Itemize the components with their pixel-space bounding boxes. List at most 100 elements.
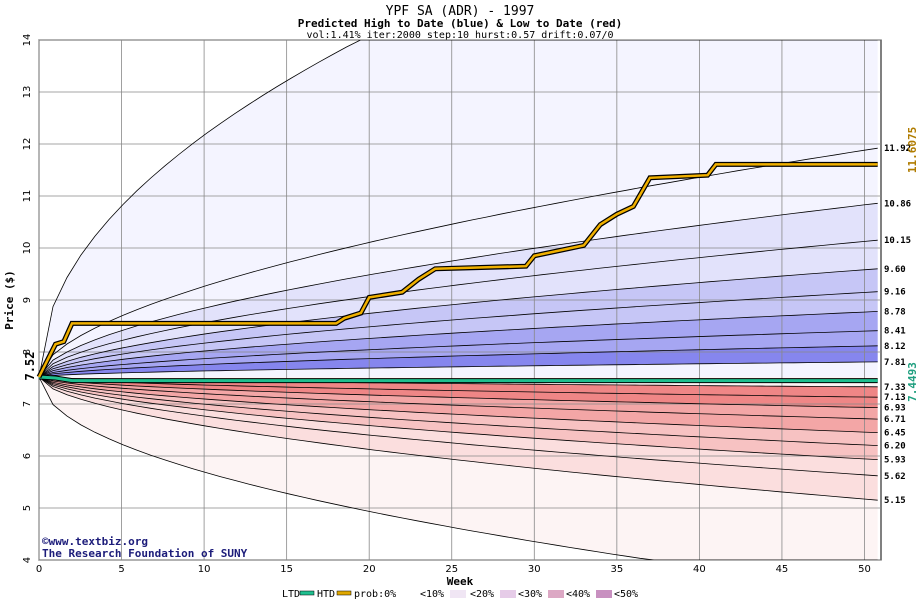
- high-band-2: [39, 240, 878, 377]
- x-tick-30: 30: [528, 564, 541, 575]
- htd-end-value: 11.6075: [906, 127, 919, 173]
- quantile-line-low-5.62: [39, 376, 878, 477]
- legend-swatch-40: [596, 590, 612, 598]
- quantile-line-low-6.45: [39, 376, 878, 433]
- chart-params: vol:1.41% iter:2000 step:10 hurst:0.57 d…: [306, 30, 613, 41]
- legend-prob-label: prob:0%: [354, 589, 396, 600]
- low-band-outer: [39, 377, 878, 560]
- y-axis-ticks: 4 5 6 7 8 9 10 11 12 13 14: [22, 34, 33, 564]
- x-tick-0: 0: [36, 564, 42, 575]
- x-tick-15: 15: [280, 564, 293, 575]
- y-tick-10: 10: [22, 242, 33, 255]
- legend-band-30: <30%: [518, 589, 542, 600]
- y-tick-4: 4: [22, 557, 33, 563]
- high-band-0: [39, 148, 878, 377]
- legend: LTD HTD prob:0% <10% <20% <30% <40% <50%: [282, 589, 638, 600]
- quantile-line-high-9.6: [39, 268, 878, 378]
- credit-website: ©www.textbiz.org: [42, 535, 148, 548]
- legend-band-20: <20%: [470, 589, 494, 600]
- low-band-8: [39, 377, 878, 501]
- quantile-line-high-8.78: [39, 311, 878, 378]
- end-label-high-10.15: 10.15: [884, 236, 911, 246]
- quantile-line-high-11.92: [39, 147, 878, 378]
- x-tick-20: 20: [363, 564, 376, 575]
- high-band-1: [39, 203, 878, 377]
- y-tick-14: 14: [22, 34, 33, 47]
- quantile-line-high-7.81: [39, 361, 878, 378]
- end-label-high-8.41: 8.41: [884, 327, 906, 337]
- x-tick-10: 10: [198, 564, 211, 575]
- high-band-inner: [39, 361, 878, 377]
- legend-htd-swatch: [336, 590, 352, 596]
- high-band-4: [39, 291, 878, 377]
- end-label-low-7.33: 7.33: [884, 383, 906, 393]
- x-tick-35: 35: [610, 564, 623, 575]
- legend-band-40: <40%: [566, 589, 590, 600]
- y-tick-5: 5: [22, 505, 33, 511]
- end-label-low-5.15: 5.15: [884, 496, 906, 506]
- end-label-high-8.12: 8.12: [884, 342, 906, 352]
- end-label-low-5.93: 5.93: [884, 456, 906, 466]
- legend-swatch-0: [398, 590, 414, 598]
- x-axis-label: Week: [447, 575, 474, 588]
- ltd-end-value: 7.4493: [906, 362, 919, 402]
- low-band-2: [39, 377, 878, 408]
- quantile-line-high-8.12: [39, 345, 878, 378]
- low-band-7: [39, 377, 878, 476]
- end-label-high-10.86: 10.86: [884, 199, 911, 209]
- end-label-low-5.62: 5.62: [884, 472, 906, 482]
- credit-organization: The Research Foundation of SUNY: [42, 547, 248, 560]
- htd-series-line: [37, 163, 878, 378]
- quantile-line-low-5.15: [39, 376, 878, 501]
- legend-swatch-30: [548, 590, 564, 598]
- y-tick-12: 12: [22, 138, 33, 151]
- plot-area: [36, 39, 882, 561]
- end-label-high-11.92: 11.92: [884, 144, 911, 154]
- legend-swatch-20: [500, 590, 516, 598]
- quantile-line-low-5.93: [39, 376, 878, 460]
- high-band-5: [39, 311, 878, 377]
- quantile-line-outer-low: [39, 376, 878, 560]
- legend-htd-label: HTD: [317, 589, 335, 600]
- legend-band-10: <10%: [420, 589, 444, 600]
- low-band-4: [39, 377, 878, 433]
- high-band-7: [39, 345, 878, 377]
- end-label-low-6.93: 6.93: [884, 404, 906, 414]
- quantile-line-low-7.13: [39, 376, 878, 398]
- chart-title: YPF SA (ADR) - 1997: [386, 4, 535, 19]
- legend-ltd-label: LTD: [282, 589, 300, 600]
- quantile-line-high-10.15: [39, 239, 878, 378]
- y-tick-11: 11: [22, 190, 33, 203]
- quantile-end-labels: 11.92 10.86 10.15 9.60 9.16 8.78 8.41 8.12 7.81 7…: [884, 144, 911, 506]
- high-band-6: [39, 330, 878, 377]
- probability-bands: [39, 40, 878, 560]
- quantile-line-low-6.2: [39, 376, 878, 446]
- low-band-6: [39, 377, 878, 460]
- quantile-line-high-8.41: [39, 330, 878, 378]
- legend-swatch-10: [450, 590, 466, 598]
- y-tick-7: 7: [22, 401, 33, 407]
- high-band-3: [39, 268, 878, 377]
- y-axis-label: Price ($): [3, 270, 16, 330]
- x-tick-50: 50: [858, 564, 871, 575]
- x-tick-25: 25: [445, 564, 458, 575]
- ltd-series-line: [38, 375, 878, 383]
- chart-subtitle: Predicted High to Date (blue) & Low to D…: [298, 17, 623, 30]
- x-tick-45: 45: [776, 564, 789, 575]
- start-price-label: 7.52: [23, 352, 37, 381]
- low-band-5: [39, 377, 878, 446]
- end-label-low-7.13: 7.13: [884, 393, 906, 403]
- x-axis-ticks: 0 5 10 15 20 25 30 35 40 45 50: [36, 564, 871, 575]
- y-tick-9: 9: [22, 297, 33, 303]
- y-tick-8: 8: [22, 349, 33, 355]
- quantile-line-high-9.16: [39, 291, 878, 378]
- quantile-line-low-6.71: [39, 376, 878, 420]
- quantile-line-high-10.86: [39, 202, 878, 378]
- low-band-3: [39, 377, 878, 420]
- series-lines: [36, 161, 878, 384]
- quantile-line-outer-high: [39, 40, 878, 378]
- x-tick-5: 5: [118, 564, 124, 575]
- y-tick-13: 13: [22, 86, 33, 99]
- end-label-high-9.16: 9.16: [884, 288, 906, 298]
